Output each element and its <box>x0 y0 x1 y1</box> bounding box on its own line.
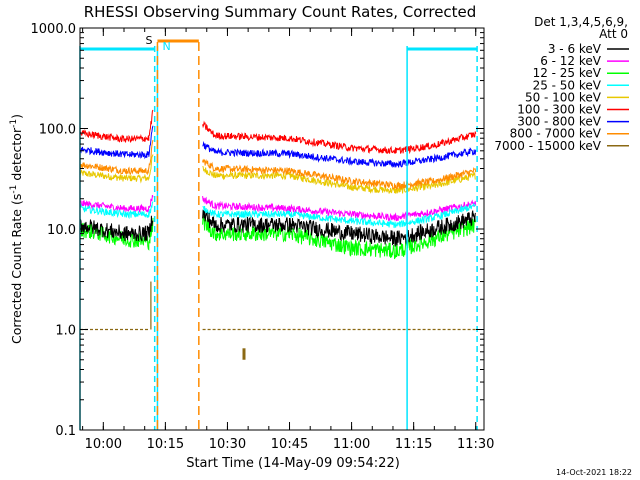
legend-label: 100 - 300 keV <box>517 103 601 117</box>
y-axis-label: Corrected Count Rate (s-1 detector-1) <box>9 114 24 344</box>
x-tick-label: 10:45 <box>271 437 308 452</box>
legend-label: 25 - 50 keV <box>533 78 602 92</box>
legend-header-line-1: Det 1,3,4,5,6,9, <box>534 15 628 29</box>
series-line-300-800-keV <box>202 140 477 168</box>
footer-timestamp: 14-Oct-2021 18:22 <box>556 468 632 477</box>
series-line-100-300-keV <box>202 120 477 155</box>
series-line-3-6-keV <box>79 215 154 242</box>
y-tick-label: 0.1 <box>55 424 76 439</box>
y-tick-label: 1.0 <box>55 324 76 339</box>
legend-label: 12 - 25 keV <box>533 66 602 80</box>
x-tick-label: 10:15 <box>147 437 184 452</box>
y-tick-label: 100.0 <box>39 123 76 138</box>
legend-label: 7000 - 15000 keV <box>494 139 601 153</box>
legend-label: 3 - 6 keV <box>548 42 602 56</box>
x-tick-label: 10:00 <box>85 437 122 452</box>
night-flag-label: N <box>162 40 170 53</box>
x-tick-label: 10:30 <box>209 437 246 452</box>
series-line-800-7000-keV <box>202 158 477 191</box>
series-line-6-12-keV <box>79 194 154 214</box>
series-line-300-800-keV <box>79 125 154 160</box>
series-line-3-6-keV <box>202 209 477 247</box>
legend-label: 800 - 7000 keV <box>510 127 602 141</box>
series-line-6-12-keV <box>202 196 477 222</box>
x-tick-label: 11:15 <box>395 437 432 452</box>
y-tick-label: 1000.0 <box>31 22 77 37</box>
series-line-25-50-keV <box>202 203 477 229</box>
chart-title: RHESSI Observing Summary Count Rates, Co… <box>84 3 477 21</box>
saa-flag-label: S <box>145 34 152 47</box>
x-tick-label: 11:30 <box>457 437 494 452</box>
legend-header-line-2: Att 0 <box>599 27 628 41</box>
legend-label: 6 - 12 keV <box>540 54 602 68</box>
legend-label: 300 - 800 keV <box>517 115 601 129</box>
series-line-25-50-keV <box>79 201 154 220</box>
series-line-50-100-keV <box>79 154 154 184</box>
y-tick-label: 10.0 <box>47 223 76 238</box>
series-line-50-100-keV <box>202 165 476 194</box>
series-line-100-300-keV <box>79 109 154 143</box>
x-axis-label: Start Time (14-May-09 09:54:22) <box>186 456 400 471</box>
x-tick-label: 11:00 <box>333 437 370 452</box>
series-line-800-7000-keV <box>80 139 154 176</box>
legend-label: 50 - 100 keV <box>525 90 602 104</box>
